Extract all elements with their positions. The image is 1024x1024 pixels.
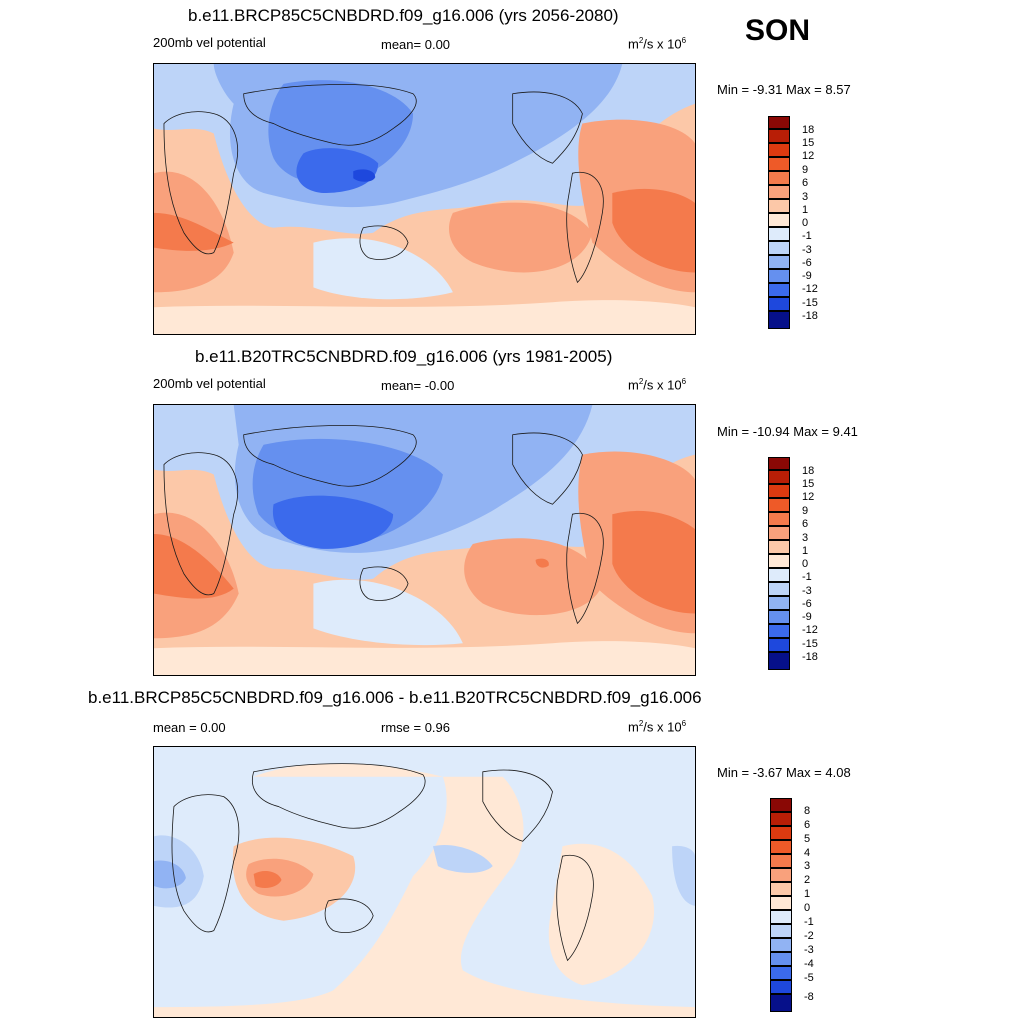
panel-1-level: -18 — [802, 310, 818, 322]
panel-1-level: 9 — [802, 164, 809, 176]
panel-2-minmax: Min = -10.94 Max = 9.41 — [717, 424, 858, 439]
panel-1-units: m2/s x 106 — [628, 36, 687, 52]
panel-3-level: 5 — [804, 833, 811, 845]
panel-1-level: -3 — [802, 244, 812, 256]
panel-1-level: -12 — [802, 283, 818, 295]
panel-3-level: 8 — [804, 805, 811, 817]
panel-2-level: 0 — [802, 558, 809, 570]
season-label: SON — [745, 14, 811, 47]
panel-1-level: -15 — [802, 297, 818, 309]
panel-3-mean: mean = 0.00 — [153, 720, 226, 735]
panel-1-level: 1 — [802, 204, 809, 216]
panel-1-variable: 200mb vel potential — [153, 35, 266, 50]
panel-1-level: 0 — [802, 217, 809, 229]
panel-1-level: -1 — [802, 230, 812, 242]
panel-3-title: b.e11.BRCP85C5CNBDRD.f09_g16.006 - b.e11… — [88, 688, 702, 707]
panel-2-level: -6 — [802, 598, 812, 610]
panel-2-level: -15 — [802, 638, 818, 650]
panel-3-level: 4 — [804, 847, 811, 859]
panel-3-level: 2 — [804, 874, 811, 886]
panel-3-level: 6 — [804, 819, 811, 831]
panel-1-colorbar: 18 15 12 9 6 3 1 0 -1 -3 -6 -9 -12 -15 -… — [768, 116, 848, 329]
panel-2-title: b.e11.B20TRC5CNBDRD.f09_g16.006 (yrs 198… — [195, 347, 613, 366]
panel-2-level: 1 — [802, 545, 809, 557]
panel-1-level: 15 — [802, 137, 815, 149]
panel-2-level: 18 — [802, 465, 815, 477]
panel-3-level: -1 — [804, 916, 814, 928]
panel-2-map — [153, 404, 696, 676]
panel-2-level: -3 — [802, 585, 812, 597]
panel-3-level: -2 — [804, 930, 814, 942]
panel-3-colorbar: 8 6 5 4 3 2 1 0 -1 -2 -3 -4 -5 -8 — [770, 798, 850, 1012]
panel-3-rmse: rmse = 0.96 — [381, 720, 451, 735]
panel-2-level: -1 — [802, 571, 812, 583]
panel-2-level: 12 — [802, 491, 815, 503]
panel-1-mean: mean= 0.00 — [381, 37, 451, 52]
panel-3-level: 3 — [804, 860, 811, 872]
panel-3-level: -8 — [804, 991, 814, 1003]
panel-3-level: 1 — [804, 888, 811, 900]
panel-2-colorbar: 18 15 12 9 6 3 1 0 -1 -3 -6 -9 -12 -15 -… — [768, 457, 848, 670]
panel-1-map — [153, 63, 696, 335]
panel-2-level: -9 — [802, 611, 812, 623]
panel-2-level: 6 — [802, 518, 809, 530]
panel-2-level: -18 — [802, 651, 818, 663]
panel-2-level: 3 — [802, 532, 809, 544]
panel-1-level: 6 — [802, 177, 809, 189]
panel-2-level: 15 — [802, 478, 815, 490]
panel-3-level: -5 — [804, 972, 814, 984]
panel-3-level: 0 — [804, 902, 811, 914]
panel-3-level: -3 — [804, 944, 814, 956]
panel-2-variable: 200mb vel potential — [153, 376, 266, 391]
panel-1-level: -6 — [802, 257, 812, 269]
panel-3-map — [153, 746, 696, 1018]
panel-1-level: 12 — [802, 150, 815, 162]
panel-2-units: m2/s x 106 — [628, 377, 687, 393]
panel-2-mean: mean= -0.00 — [381, 378, 455, 393]
panel-3-minmax: Min = -3.67 Max = 4.08 — [717, 765, 851, 780]
panel-2-level: 9 — [802, 505, 809, 517]
panel-1-title: b.e11.BRCP85C5CNBDRD.f09_g16.006 (yrs 20… — [188, 6, 619, 25]
panel-2-level: -12 — [802, 624, 818, 636]
panel-1-level: 18 — [802, 124, 815, 136]
panel-3-units: m2/s x 106 — [628, 719, 687, 735]
panel-3-level: -4 — [804, 958, 814, 970]
panel-1-level: 3 — [802, 191, 809, 203]
panel-1-minmax: Min = -9.31 Max = 8.57 — [717, 82, 851, 97]
panel-1-level: -9 — [802, 270, 812, 282]
